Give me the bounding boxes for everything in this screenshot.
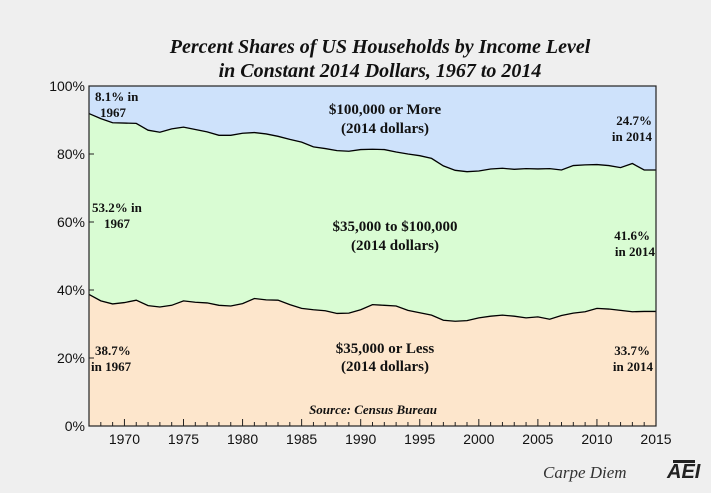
area-over-100k bbox=[89, 86, 656, 172]
series-boundary-line-0 bbox=[88, 293, 656, 322]
top-end-annotation-year: in 2014 bbox=[612, 129, 653, 144]
x-tick-label: 2015 bbox=[640, 431, 671, 447]
top-band-label: $100,000 or More bbox=[329, 102, 442, 118]
low-end-annotation-year: in 2014 bbox=[613, 359, 654, 374]
low-start-annotation: 38.7% bbox=[95, 343, 131, 358]
stacked-areas bbox=[88, 86, 656, 426]
low-start-annotation-year: in 1967 bbox=[91, 359, 132, 374]
y-tick-label: 80% bbox=[57, 146, 85, 162]
mid-end-annotation-year: in 2014 bbox=[615, 244, 656, 259]
y-tick-label: 60% bbox=[57, 214, 85, 230]
x-axis: 1970 1975 1980 1985 1990 1995 2000 2005 2010 2015 bbox=[88, 419, 672, 447]
carpe-diem-watermark: Carpe Diem bbox=[543, 463, 627, 482]
x-tick-label: 1990 bbox=[345, 431, 376, 447]
y-tick-label: 100% bbox=[49, 78, 85, 94]
x-tick-label: 1995 bbox=[404, 431, 435, 447]
aei-logo: AEI bbox=[666, 460, 701, 483]
top-end-annotation: 24.7% bbox=[616, 113, 652, 128]
area-35k-to-100k bbox=[89, 113, 656, 322]
chart-subtitle: in Constant 2014 Dollars, 1967 to 2014 bbox=[219, 60, 542, 82]
mid-start-annotation: 53.2% in bbox=[92, 200, 143, 215]
area-under-35k bbox=[89, 294, 656, 426]
mid-band-units: (2014 dollars) bbox=[351, 238, 439, 254]
chart-title: Percent Shares of US Households by Incom… bbox=[169, 36, 591, 58]
y-axis: 0% 20% 40% 60% 80% 100% bbox=[49, 78, 94, 434]
x-tick-label: 2005 bbox=[522, 431, 553, 447]
x-tick-label: 1975 bbox=[168, 431, 199, 447]
x-tick-label: 1980 bbox=[227, 431, 258, 447]
aei-logo-text: AEI bbox=[666, 461, 701, 483]
mid-start-annotation-year: 1967 bbox=[104, 216, 131, 231]
top-start-annotation: 8.1% in bbox=[95, 89, 139, 104]
y-tick-label: 40% bbox=[57, 282, 85, 298]
y-tick-label: 0% bbox=[65, 418, 85, 434]
source-note: Source: Census Bureau bbox=[309, 402, 437, 417]
x-tick-label: 2000 bbox=[463, 431, 494, 447]
low-band-units: (2014 dollars) bbox=[341, 359, 429, 375]
top-band-units: (2014 dollars) bbox=[341, 121, 429, 137]
x-tick-label: 1985 bbox=[286, 431, 317, 447]
low-band-label: $35,000 or Less bbox=[336, 341, 435, 357]
low-end-annotation: 33.7% bbox=[614, 343, 650, 358]
x-tick-label: 1970 bbox=[109, 431, 140, 447]
y-tick-label: 20% bbox=[57, 350, 85, 366]
mid-end-annotation: 41.6% bbox=[614, 228, 650, 243]
x-tick-label: 2010 bbox=[581, 431, 612, 447]
series-boundary-line-1 bbox=[88, 112, 656, 173]
mid-band-label: $35,000 to $100,000 bbox=[333, 219, 458, 235]
top-start-annotation-year: 1967 bbox=[100, 105, 127, 120]
